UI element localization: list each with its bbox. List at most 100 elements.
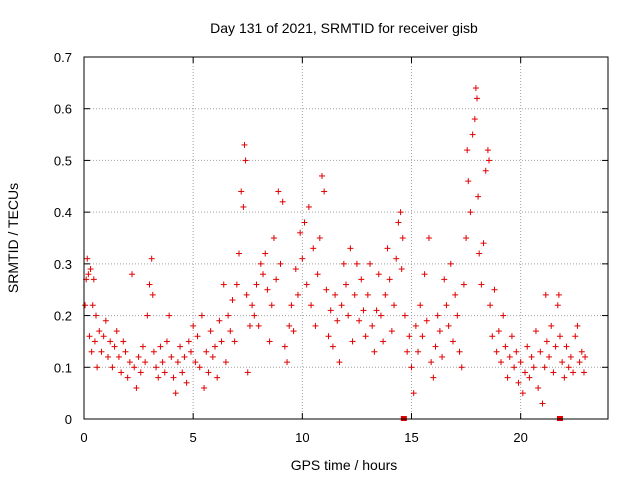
data-point [194, 333, 201, 340]
data-point [371, 348, 378, 355]
data-point [88, 348, 95, 355]
data-point [181, 353, 188, 360]
data-point [500, 312, 507, 319]
data-point [297, 229, 304, 236]
data-point [463, 235, 470, 241]
data-point [543, 338, 550, 345]
data-point [163, 338, 170, 345]
data-point [563, 343, 570, 350]
data-point [327, 307, 334, 314]
data-point [214, 374, 221, 381]
data-point [85, 271, 92, 278]
data-point [93, 312, 100, 319]
data-point [491, 286, 498, 293]
data-point [262, 250, 269, 257]
data-point [360, 307, 367, 314]
data-point [115, 353, 122, 360]
data-point [244, 369, 251, 376]
data-point [517, 359, 524, 366]
data-point [369, 322, 376, 329]
data-point [102, 317, 109, 324]
data-point [519, 390, 526, 397]
data-point [565, 364, 572, 371]
data-point [530, 364, 537, 371]
data-point [454, 312, 461, 319]
data-point [546, 353, 553, 360]
x-axis-label: GPS time / hours [291, 457, 398, 473]
data-point [415, 348, 422, 355]
data-point [478, 281, 485, 288]
data-point [460, 281, 467, 288]
data-point [391, 302, 398, 309]
data-point [113, 328, 120, 335]
data-point [284, 359, 291, 366]
data-point [209, 353, 216, 360]
data-point [179, 369, 186, 376]
data-point [456, 348, 463, 355]
data-point [489, 333, 496, 340]
data-point [277, 260, 284, 267]
data-point [373, 307, 380, 314]
data-point [236, 250, 243, 257]
data-point [150, 348, 157, 355]
data-point [266, 338, 273, 345]
data-point [321, 188, 328, 195]
data-point [118, 369, 125, 376]
data-point [242, 157, 249, 164]
data-point [90, 276, 97, 283]
data-point [264, 286, 271, 293]
data-point [196, 364, 203, 371]
data-point [249, 302, 256, 309]
data-point [441, 276, 448, 283]
data-point [404, 348, 411, 355]
data-point [347, 245, 354, 252]
data-point [316, 235, 323, 241]
data-point [135, 353, 142, 360]
data-point [382, 291, 389, 298]
data-point [187, 348, 194, 355]
data-point [548, 322, 555, 329]
plot-frame [83, 56, 609, 420]
data-point [393, 255, 400, 262]
y-tick-label: 0.2 [54, 309, 72, 324]
data-point [159, 359, 166, 366]
data-point [334, 317, 341, 324]
data-point [205, 369, 212, 376]
data-point [398, 266, 405, 273]
data-point [554, 302, 561, 309]
data-point [464, 147, 471, 154]
data-point [190, 322, 197, 329]
data-point [506, 353, 513, 360]
data-point [537, 348, 544, 355]
data-point [243, 291, 250, 298]
data-point [253, 281, 260, 288]
data-point [480, 240, 487, 247]
data-point [310, 245, 317, 252]
y-tick-label: 0.7 [54, 50, 72, 65]
data-point [290, 328, 297, 335]
data-point [447, 260, 454, 267]
data-point [388, 328, 395, 335]
data-point [201, 384, 208, 391]
data-point [408, 364, 415, 371]
data-point [292, 266, 299, 273]
data-point [227, 328, 234, 335]
data-point [218, 338, 225, 345]
y-tick-label: 0.1 [54, 360, 72, 375]
data-point [522, 369, 529, 376]
y-tick-label: 0.4 [54, 205, 72, 220]
data-point [356, 317, 363, 324]
data-point [528, 353, 535, 360]
data-point [89, 302, 96, 309]
data-point [207, 328, 214, 335]
data-point [288, 302, 295, 309]
data-point [139, 343, 146, 350]
data-point [449, 338, 456, 345]
data-point [149, 291, 156, 298]
data-point [430, 374, 437, 381]
data-point [532, 328, 539, 335]
data-point [314, 271, 321, 278]
data-point [155, 374, 162, 381]
x-tick-label: 0 [80, 430, 87, 445]
data-point [343, 281, 349, 288]
